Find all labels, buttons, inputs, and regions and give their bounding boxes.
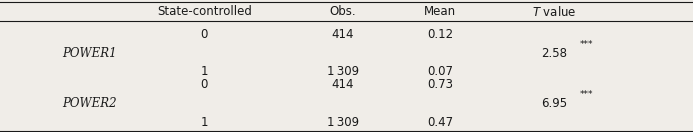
Text: 6.95: 6.95 <box>541 97 568 110</box>
Text: 1: 1 <box>201 116 208 129</box>
Text: 0.73: 0.73 <box>427 78 453 91</box>
Text: Mean: Mean <box>424 5 456 18</box>
Text: POWER1: POWER1 <box>62 47 117 60</box>
Text: $\mathit{T}$ value: $\mathit{T}$ value <box>532 5 577 19</box>
Text: 1: 1 <box>201 65 208 78</box>
Text: 1 309: 1 309 <box>327 65 359 78</box>
Text: POWER2: POWER2 <box>62 97 117 110</box>
Text: 1 309: 1 309 <box>327 116 359 129</box>
Text: 0.47: 0.47 <box>427 116 453 129</box>
Text: 414: 414 <box>332 78 354 91</box>
Text: ***: *** <box>579 90 593 99</box>
Text: 0: 0 <box>201 78 208 91</box>
Text: 0: 0 <box>201 28 208 41</box>
Text: ***: *** <box>579 40 593 49</box>
Text: 0.12: 0.12 <box>427 28 453 41</box>
Text: Obs.: Obs. <box>330 5 356 18</box>
Text: State-controlled: State-controlled <box>157 5 252 18</box>
Text: 0.07: 0.07 <box>427 65 453 78</box>
Text: 414: 414 <box>332 28 354 41</box>
Text: 2.58: 2.58 <box>541 47 568 60</box>
